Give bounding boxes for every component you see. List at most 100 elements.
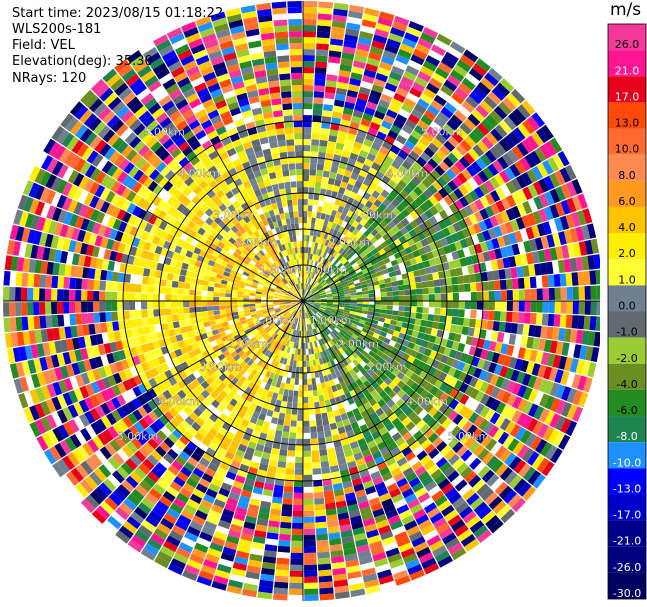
range-gate <box>267 526 280 534</box>
range-gate <box>123 310 130 320</box>
range-gate <box>182 186 193 197</box>
range-gate <box>365 318 373 323</box>
range-gate <box>66 136 79 151</box>
range-gate <box>126 516 141 530</box>
range-gate <box>385 456 396 467</box>
range-gate <box>147 388 158 399</box>
range-gate <box>200 499 213 510</box>
range-gate <box>386 286 393 292</box>
range-gate <box>528 403 539 418</box>
range-gate <box>133 336 141 346</box>
range-gate <box>112 321 120 331</box>
range-gate <box>283 326 288 333</box>
range-gate <box>366 529 379 539</box>
range-gate <box>443 156 454 168</box>
range-gate <box>351 146 361 156</box>
range-gate <box>471 428 483 440</box>
range-gate <box>321 412 328 420</box>
range-gate <box>552 154 565 170</box>
range-gate <box>197 403 207 413</box>
range-gate <box>417 119 430 131</box>
range-gate <box>214 198 224 208</box>
range-gate <box>19 376 30 392</box>
range-gate <box>388 103 401 114</box>
range-gate <box>324 239 330 247</box>
range-gate <box>391 315 398 321</box>
range-gate <box>187 559 202 570</box>
range-gate <box>364 275 372 281</box>
range-gate <box>415 312 423 320</box>
range-gate <box>329 284 336 289</box>
range-gate <box>439 527 454 540</box>
range-gate <box>359 556 373 565</box>
range-gate <box>51 302 58 315</box>
range-gate <box>348 240 355 248</box>
range-gate <box>126 255 135 265</box>
range-gate <box>234 556 249 566</box>
range-gate <box>590 347 600 363</box>
range-gate <box>314 321 318 328</box>
range-gate <box>370 336 378 343</box>
range-gate <box>482 301 489 310</box>
range-gate <box>183 405 193 416</box>
range-gate <box>133 169 144 182</box>
range-gate <box>237 294 244 298</box>
range-gate <box>452 413 464 425</box>
range-gate <box>409 336 418 344</box>
range-gate <box>268 288 275 292</box>
range-gate <box>303 133 312 140</box>
range-gate <box>454 109 467 122</box>
range-gate <box>413 541 429 553</box>
range-gate <box>99 291 106 301</box>
range-gate <box>171 314 179 322</box>
range-gate <box>225 297 232 301</box>
range-gate <box>206 264 214 272</box>
range-gate <box>279 316 286 322</box>
range-gate <box>528 264 536 277</box>
range-gate <box>209 413 219 423</box>
range-gate <box>352 109 364 119</box>
range-gate <box>313 491 324 499</box>
range-gate <box>323 286 330 290</box>
range-gate <box>320 305 327 309</box>
range-gate <box>213 498 226 509</box>
range-gate <box>231 286 239 291</box>
range-gate <box>340 413 349 421</box>
range-gate <box>318 575 333 583</box>
range-gate <box>245 246 252 253</box>
range-gate <box>177 514 192 526</box>
range-gate <box>143 241 152 251</box>
range-gate <box>452 284 459 293</box>
range-gate <box>201 437 212 447</box>
range-gate <box>116 394 127 406</box>
range-gate <box>238 265 246 271</box>
range-gate <box>369 411 379 421</box>
range-gate <box>378 279 386 285</box>
range-gate <box>155 500 169 513</box>
range-gate <box>274 335 281 342</box>
range-gate <box>361 287 369 292</box>
range-gate <box>499 223 509 236</box>
range-gate <box>303 462 312 469</box>
range-gate <box>312 115 322 122</box>
range-gate <box>380 253 389 260</box>
range-gate <box>306 360 310 367</box>
range-gate <box>107 374 117 387</box>
range-gate <box>473 524 488 539</box>
range-gate <box>408 477 421 488</box>
range-gate <box>206 189 216 199</box>
range-gate <box>279 449 288 457</box>
range-gate <box>303 223 307 230</box>
range-gate <box>90 421 102 435</box>
range-gate <box>343 486 355 495</box>
range-gate <box>497 156 509 170</box>
range-gate <box>150 450 163 462</box>
range-gate <box>192 515 206 526</box>
range-gate <box>359 375 368 384</box>
range-gate <box>273 347 279 355</box>
range-gate <box>274 575 289 583</box>
range-gate <box>254 332 261 339</box>
range-gate <box>318 394 325 402</box>
range-gate <box>386 76 400 87</box>
range-gate <box>493 364 503 376</box>
